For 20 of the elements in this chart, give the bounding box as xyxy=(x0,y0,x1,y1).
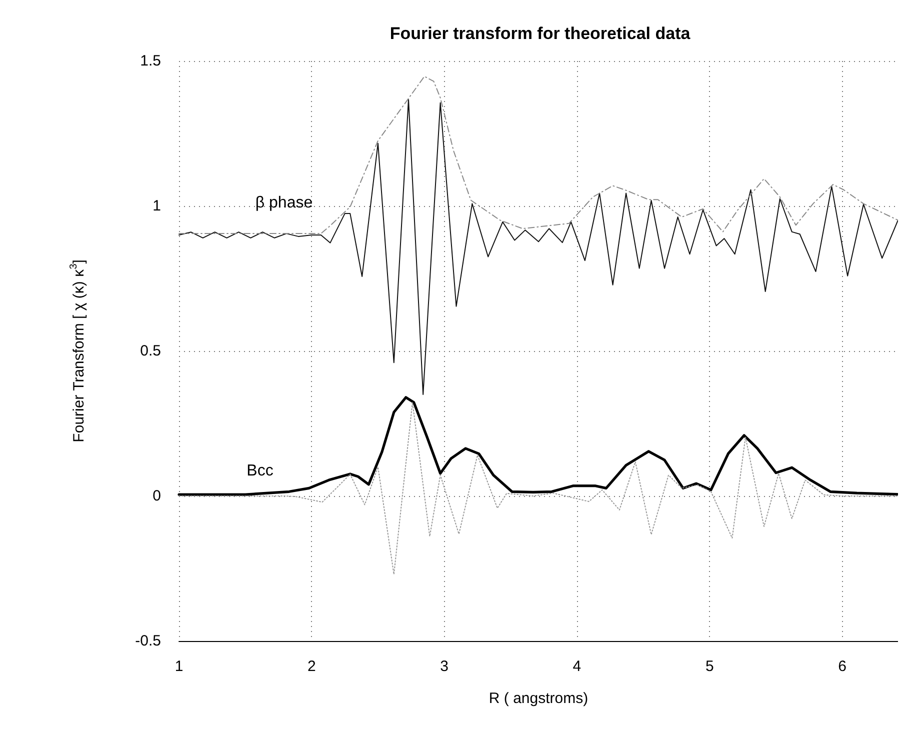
y-tick-label: 1.5 xyxy=(140,52,161,70)
y-tick-label: 0.5 xyxy=(140,342,161,360)
x-tick-label: 5 xyxy=(705,658,714,675)
y-tick-label: 1 xyxy=(152,198,161,214)
x-tick-label: 4 xyxy=(572,658,582,675)
annotation: Bcc xyxy=(246,462,274,480)
y-tick-label: -0.5 xyxy=(135,632,161,650)
x-axis-title: R ( angstroms) xyxy=(488,690,588,707)
line-series xyxy=(178,99,898,395)
x-tick-label: 3 xyxy=(440,658,448,675)
line-series xyxy=(178,402,898,575)
chart-title: Fourier transform for theoretical data xyxy=(390,24,691,43)
x-tick-label: 1 xyxy=(174,658,184,675)
line-series xyxy=(178,76,898,234)
x-tick-label: 6 xyxy=(838,658,846,675)
y-tick-label: 0 xyxy=(152,488,161,504)
line-series xyxy=(178,396,898,496)
annotation: β phase xyxy=(255,194,313,212)
y-axis-title: Fourier Transform [ χ (κ) κ3] xyxy=(68,260,88,442)
x-tick-label: 2 xyxy=(307,658,316,675)
